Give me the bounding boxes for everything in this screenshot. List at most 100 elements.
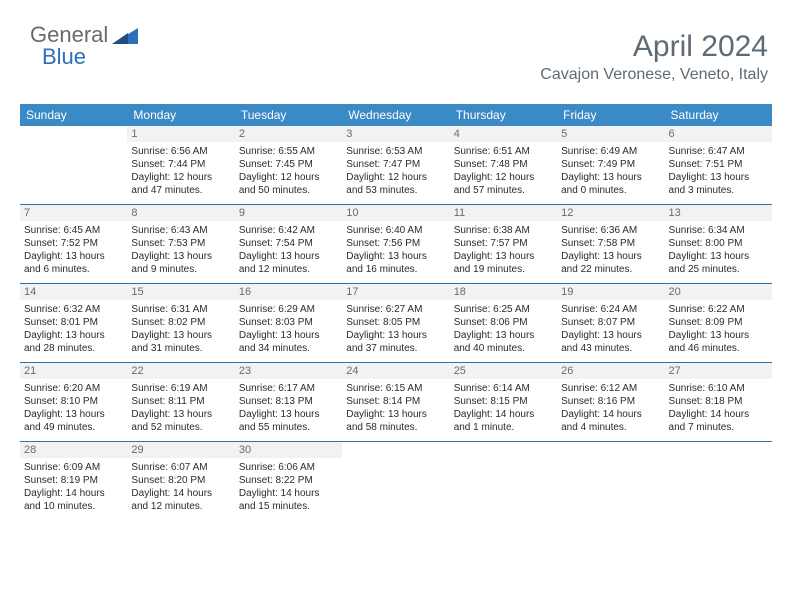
day-number: 24 [342, 363, 449, 379]
day-cell: 20Sunrise: 6:22 AMSunset: 8:09 PMDayligh… [665, 284, 772, 362]
day-info-line: Sunrise: 6:12 AM [561, 382, 660, 395]
day-cell: 5 Sunrise: 6:49 AMSunset: 7:49 PMDaylight… [557, 126, 664, 204]
weekday-header-row: SundayMondayTuesdayWednesdayThursdayFrid… [20, 104, 772, 126]
day-info-line: Sunset: 7:52 PM [24, 237, 123, 250]
day-number: 18 [450, 284, 557, 300]
day-info-line: Sunset: 7:45 PM [239, 158, 338, 171]
day-info-line: Sunrise: 6:38 AM [454, 224, 553, 237]
day-info-line: Sunset: 8:22 PM [239, 474, 338, 487]
day-number: 22 [127, 363, 234, 379]
day-info-line: Daylight: 12 hours and 53 minutes. [346, 171, 445, 197]
day-info-line: Sunrise: 6:27 AM [346, 303, 445, 316]
day-cell: 12Sunrise: 6:36 AMSunset: 7:58 PMDayligh… [557, 205, 664, 283]
day-info-line: Sunrise: 6:51 AM [454, 145, 553, 158]
day-info-line: Sunset: 7:47 PM [346, 158, 445, 171]
day-info-line: Sunrise: 6:45 AM [24, 224, 123, 237]
day-info-line: Sunset: 7:56 PM [346, 237, 445, 250]
weekday-header: Friday [557, 104, 664, 126]
day-info-line: Sunrise: 6:47 AM [669, 145, 768, 158]
weekday-header: Sunday [20, 104, 127, 126]
day-info-line: Daylight: 13 hours and 52 minutes. [131, 408, 230, 434]
day-info-line: Daylight: 13 hours and 46 minutes. [669, 329, 768, 355]
day-cell: 13Sunrise: 6:34 AMSunset: 8:00 PMDayligh… [665, 205, 772, 283]
day-cell [20, 126, 127, 204]
day-info-line: Daylight: 12 hours and 57 minutes. [454, 171, 553, 197]
day-info-line: Sunset: 8:06 PM [454, 316, 553, 329]
day-cell [665, 442, 772, 520]
day-cell: 27 Sunrise: 6:10 AMSunset: 8:18 PMDayligh… [665, 363, 772, 441]
day-info-line: Sunrise: 6:42 AM [239, 224, 338, 237]
day-cell: 24Sunrise: 6:15 AMSunset: 8:14 PMDayligh… [342, 363, 449, 441]
week-row: 14Sunrise: 6:32 AMSunset: 8:01 PMDayligh… [20, 283, 772, 362]
day-number: 28 [20, 442, 127, 458]
weekday-header: Monday [127, 104, 234, 126]
day-info-line: Daylight: 13 hours and 31 minutes. [131, 329, 230, 355]
day-cell [557, 442, 664, 520]
day-info-line: Daylight: 14 hours and 15 minutes. [239, 487, 338, 513]
day-cell: 1Sunrise: 6:56 AMSunset: 7:44 PMDaylight… [127, 126, 234, 204]
title-block: April 2024 Cavajon Veronese, Veneto, Ita… [540, 30, 768, 84]
day-info-line: Daylight: 13 hours and 43 minutes. [561, 329, 660, 355]
day-info-line: Daylight: 14 hours and 7 minutes. [669, 408, 768, 434]
day-number: 9 [235, 205, 342, 221]
day-info-line: Sunrise: 6:22 AM [669, 303, 768, 316]
day-number: 19 [557, 284, 664, 300]
day-info-line: Daylight: 13 hours and 19 minutes. [454, 250, 553, 276]
day-cell [342, 442, 449, 520]
day-info-line: Sunset: 8:07 PM [561, 316, 660, 329]
day-info-line: Sunset: 8:01 PM [24, 316, 123, 329]
day-cell: 30Sunrise: 6:06 AMSunset: 8:22 PMDayligh… [235, 442, 342, 520]
day-number: 23 [235, 363, 342, 379]
week-row: 28Sunrise: 6:09 AMSunset: 8:19 PMDayligh… [20, 441, 772, 520]
day-info-line: Sunset: 8:14 PM [346, 395, 445, 408]
day-info-line: Sunrise: 6:49 AM [561, 145, 660, 158]
day-cell: 16Sunrise: 6:29 AMSunset: 8:03 PMDayligh… [235, 284, 342, 362]
location-text: Cavajon Veronese, Veneto, Italy [540, 66, 768, 84]
day-info-line: Daylight: 13 hours and 37 minutes. [346, 329, 445, 355]
logo-triangle-icon [112, 26, 138, 44]
day-info-line: Sunset: 8:19 PM [24, 474, 123, 487]
day-number: 13 [665, 205, 772, 221]
day-info-line: Daylight: 13 hours and 22 minutes. [561, 250, 660, 276]
day-info-line: Daylight: 14 hours and 4 minutes. [561, 408, 660, 434]
day-info-line: Sunset: 7:58 PM [561, 237, 660, 250]
day-number: 16 [235, 284, 342, 300]
day-info-line: Sunset: 7:53 PM [131, 237, 230, 250]
month-title: April 2024 [540, 30, 768, 64]
day-info-line: Sunrise: 6:15 AM [346, 382, 445, 395]
day-number: 5 [557, 126, 664, 142]
day-info-line: Sunset: 7:51 PM [669, 158, 768, 171]
day-cell: 4Sunrise: 6:51 AMSunset: 7:48 PMDaylight… [450, 126, 557, 204]
day-info-line: Daylight: 13 hours and 55 minutes. [239, 408, 338, 434]
day-info-line: Sunset: 8:18 PM [669, 395, 768, 408]
day-cell: 17Sunrise: 6:27 AMSunset: 8:05 PMDayligh… [342, 284, 449, 362]
weekday-header: Saturday [665, 104, 772, 126]
day-info-line: Sunrise: 6:31 AM [131, 303, 230, 316]
day-info-line: Daylight: 14 hours and 12 minutes. [131, 487, 230, 513]
day-info-line: Daylight: 13 hours and 49 minutes. [24, 408, 123, 434]
day-info-line: Sunrise: 6:56 AM [131, 145, 230, 158]
day-info-line: Sunset: 8:00 PM [669, 237, 768, 250]
day-cell: 11Sunrise: 6:38 AMSunset: 7:57 PMDayligh… [450, 205, 557, 283]
day-info-line: Sunrise: 6:17 AM [239, 382, 338, 395]
day-info-line: Daylight: 12 hours and 50 minutes. [239, 171, 338, 197]
day-number: 25 [450, 363, 557, 379]
day-info-line: Sunset: 8:10 PM [24, 395, 123, 408]
day-info-line: Daylight: 14 hours and 10 minutes. [24, 487, 123, 513]
day-cell: 18Sunrise: 6:25 AMSunset: 8:06 PMDayligh… [450, 284, 557, 362]
day-cell: 3Sunrise: 6:53 AMSunset: 7:47 PMDaylight… [342, 126, 449, 204]
day-info-line: Sunset: 8:11 PM [131, 395, 230, 408]
day-cell: 2Sunrise: 6:55 AMSunset: 7:45 PMDaylight… [235, 126, 342, 204]
day-cell: 14Sunrise: 6:32 AMSunset: 8:01 PMDayligh… [20, 284, 127, 362]
day-info-line: Sunrise: 6:10 AM [669, 382, 768, 395]
day-info-line: Daylight: 13 hours and 34 minutes. [239, 329, 338, 355]
day-number: 2 [235, 126, 342, 142]
day-info-line: Sunrise: 6:25 AM [454, 303, 553, 316]
day-info-line: Daylight: 13 hours and 0 minutes. [561, 171, 660, 197]
day-cell: 6Sunrise: 6:47 AMSunset: 7:51 PMDaylight… [665, 126, 772, 204]
day-number: 27 [665, 363, 772, 379]
day-cell: 15Sunrise: 6:31 AMSunset: 8:02 PMDayligh… [127, 284, 234, 362]
day-info-line: Sunset: 8:16 PM [561, 395, 660, 408]
day-info-line: Sunset: 7:49 PM [561, 158, 660, 171]
day-info-line: Sunset: 7:54 PM [239, 237, 338, 250]
